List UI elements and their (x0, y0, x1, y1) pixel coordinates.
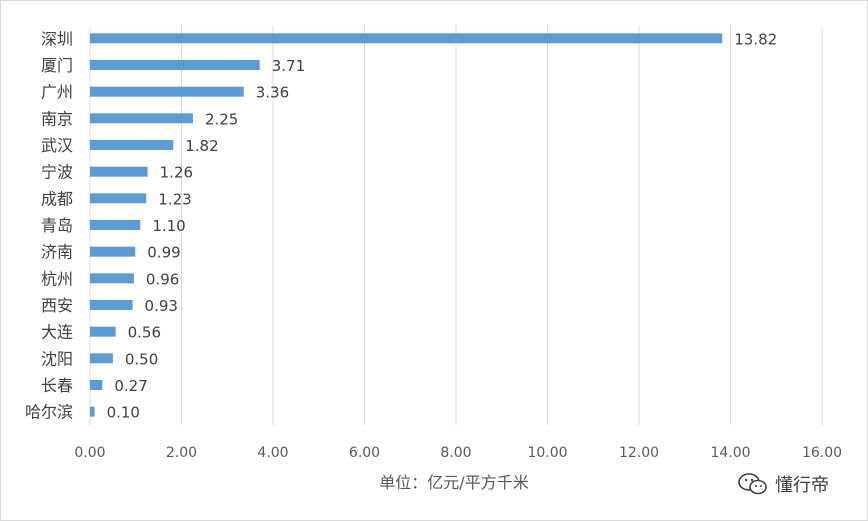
x-tick-label: 10.00 (527, 445, 567, 461)
x-axis-title: 单位：亿元/平方千米 (379, 473, 528, 492)
x-tick-label: 0.00 (74, 445, 105, 461)
x-tick-label: 6.00 (349, 445, 380, 461)
category-label: 深圳 (41, 29, 73, 48)
bar (90, 33, 723, 44)
data-label: 3.36 (256, 84, 289, 102)
bar (90, 406, 95, 417)
data-label: 1.82 (185, 137, 218, 155)
bar (90, 60, 260, 70)
data-label: 0.56 (128, 324, 161, 342)
category-label: 武汉 (41, 136, 73, 155)
bar (90, 220, 141, 230)
bar (90, 140, 174, 150)
category-label: 大连 (41, 323, 73, 342)
x-tick-labels: 0.00 2.00 4.00 6.00 8.00 10.00 12.00 14.00 16.00 (74, 445, 842, 461)
category-label: 长春 (41, 376, 73, 395)
category-label: 杭州 (41, 269, 73, 288)
watermark-text: 懂行帝 (775, 475, 829, 496)
watermark: 懂行帝 (737, 471, 829, 497)
data-label: 0.10 (107, 404, 140, 422)
bar (90, 246, 136, 257)
bar (90, 86, 244, 97)
x-tick-label: 16.00 (802, 445, 842, 461)
data-label: 3.71 (272, 57, 305, 75)
category-label: 成都 (41, 189, 73, 208)
category-label: 厦门 (41, 56, 73, 75)
x-tick-label: 2.00 (166, 445, 197, 461)
bar (90, 380, 103, 390)
category-label: 哈尔滨 (25, 403, 73, 422)
x-tick-label: 12.00 (619, 445, 659, 461)
data-label: 0.93 (145, 297, 178, 315)
x-tick-label: 14.00 (710, 445, 750, 461)
wechat-icon (738, 473, 767, 495)
bar (90, 326, 116, 337)
bar (90, 113, 193, 124)
bar (90, 193, 147, 204)
data-label: 0.50 (125, 350, 158, 368)
gridlines (89, 25, 823, 425)
bars (90, 33, 723, 417)
data-label: 1.23 (158, 190, 191, 208)
category-label: 济南 (41, 243, 73, 262)
category-label: 宁波 (41, 163, 73, 182)
data-label: 1.10 (152, 217, 185, 235)
bar (90, 273, 134, 284)
value-labels: 13.82 3.71 3.36 2.25 1.82 1.26 1.23 1.10 0.99 0.9… (107, 30, 778, 421)
data-label: 2.25 (205, 110, 238, 128)
category-label: 西安 (41, 296, 73, 315)
data-label: 0.96 (146, 270, 179, 288)
category-label: 广州 (41, 83, 73, 102)
x-tick-label: 4.00 (257, 445, 288, 461)
bar (90, 300, 133, 310)
category-label: 沈阳 (41, 349, 73, 368)
data-label: 13.82 (734, 30, 777, 48)
data-label: 0.27 (114, 377, 147, 395)
data-label: 1.26 (160, 164, 193, 182)
category-label: 青岛 (41, 216, 73, 235)
x-tick-label: 8.00 (440, 445, 471, 461)
data-label: 0.99 (147, 244, 180, 262)
category-label: 南京 (41, 109, 73, 128)
bar (90, 353, 113, 364)
bar (90, 166, 148, 177)
